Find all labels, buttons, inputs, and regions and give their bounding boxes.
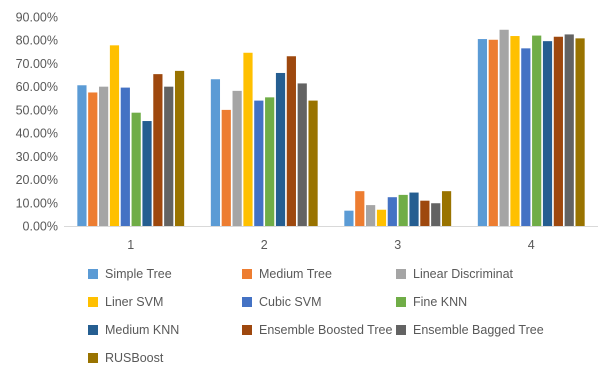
bar [174,70,185,226]
legend-item: Fine KNN [396,295,576,309]
legend-item: RUSBoost [88,351,242,365]
x-tick-label: 3 [394,238,401,252]
legend-label: Simple Tree [105,267,172,281]
bar [153,74,163,226]
legend-label: Liner SVM [105,295,164,309]
bar [164,86,174,226]
bar [232,90,242,226]
bar [99,86,109,226]
bar [77,85,87,227]
bar [254,100,264,226]
bar [297,83,307,226]
bar [308,100,318,226]
legend-item: Linear Discriminat [396,267,576,281]
legend-label: Cubic SVM [259,295,322,309]
legend-row: Medium KNN Ensemble Boosted Tree Ensemble … [88,316,598,344]
bar [120,87,130,226]
bar [431,203,441,226]
legend-label: Fine KNN [413,295,468,309]
bar [142,121,152,226]
bar [210,79,221,227]
bar [488,39,498,227]
legend-label: Ensemble Bagged Tree [413,323,544,337]
x-tick-label: 1 [127,238,134,252]
y-axis-ticks: 0.00% 10.00% 20.00% 30.00% 40.00% 50.00% 60.00… [16,11,58,234]
legend-swatch [88,353,98,363]
bar [366,205,376,226]
legend-item: Liner SVM [88,295,242,309]
legend-row: RUSBoost [88,344,598,372]
legend: Simple Tree Medium Tree Linear Discriminat… [88,260,598,372]
bar [275,72,286,226]
bar [265,97,275,226]
bar [398,194,408,226]
legend-row: Liner SVM Cubic SVM Fine KNN [88,288,598,316]
bar [109,45,120,226]
legend-swatch [88,325,98,335]
y-tick-label: 90.00% [16,11,58,25]
legend-label: Ensemble Boosted Tree [259,323,393,337]
legend-label: Medium Tree [259,267,332,281]
bar [510,36,520,226]
y-tick-label: 80.00% [16,34,58,48]
legend-item: Ensemble Bagged Tree [396,323,576,337]
legend-row: Simple Tree Medium Tree Linear Discriminat [88,260,598,288]
bar [532,35,542,226]
bar [542,41,553,227]
legend-item: Cubic SVM [242,295,396,309]
legend-swatch [396,297,406,307]
y-tick-label: 20.00% [16,173,58,187]
bar [553,36,563,226]
legend-swatch [396,269,406,279]
x-tick-label: 4 [528,238,535,252]
y-tick-label: 10.00% [16,196,58,210]
y-tick-label: 60.00% [16,80,58,94]
y-tick-label: 30.00% [16,150,58,164]
bar [221,109,231,226]
legend-swatch [396,325,406,335]
bar [477,39,488,227]
bar [131,112,141,226]
bar [243,52,253,227]
bar [88,92,98,226]
legend-label: Linear Discriminat [413,267,514,281]
bar [564,34,574,226]
legend-swatch [242,325,252,335]
y-tick-label: 70.00% [16,57,58,71]
bar [376,209,387,226]
bar-series [77,29,585,227]
legend-swatch [88,297,98,307]
bar [409,192,419,226]
x-axis-ticks: 1 2 3 4 [127,238,535,252]
bar [387,197,397,226]
bar [355,191,365,226]
bar [499,29,509,226]
x-tick-label: 2 [261,238,268,252]
bar [286,56,296,226]
legend-swatch [242,297,252,307]
legend-item: Simple Tree [88,267,242,281]
bar [521,48,531,226]
bar-chart: 0.00% 10.00% 20.00% 30.00% 40.00% 50.00% 60.00… [16,11,598,252]
legend-item: Medium KNN [88,323,242,337]
legend-item: Ensemble Boosted Tree [242,323,396,337]
y-tick-label: 40.00% [16,127,58,141]
y-tick-label: 50.00% [16,103,58,117]
bar [420,200,430,226]
legend-swatch [242,269,252,279]
legend-swatch [88,269,98,279]
legend-label: Medium KNN [105,323,180,337]
legend-item: Medium Tree [242,267,396,281]
legend-label: RUSBoost [105,351,164,365]
bar [575,38,585,226]
bar [441,191,452,226]
y-tick-label: 0.00% [23,220,58,234]
bar [344,210,354,226]
